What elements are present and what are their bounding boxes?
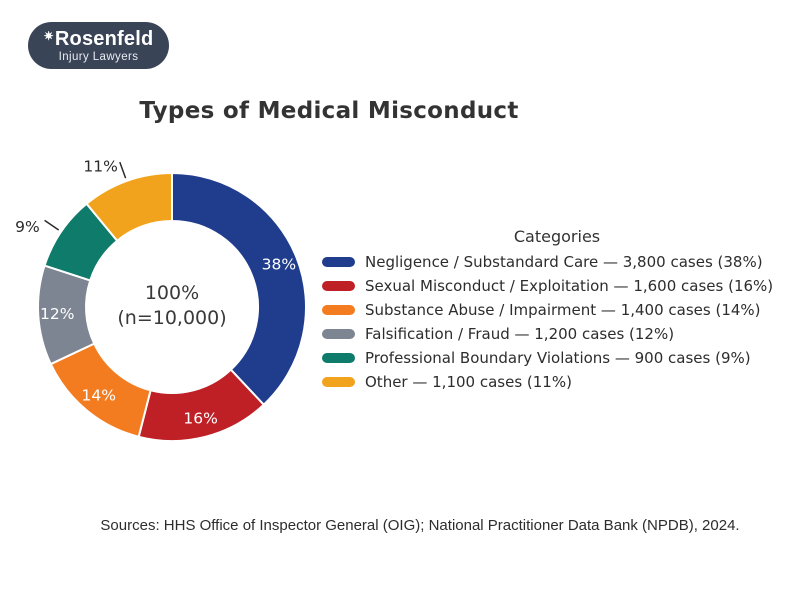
label-leader-line — [119, 161, 127, 179]
legend-item-label: Falsification / Fraud — 1,200 cases (12%… — [365, 325, 675, 343]
chart-title: Types of Medical Misconduct — [139, 98, 519, 124]
label-leader-line — [44, 219, 60, 231]
legend-swatch — [322, 377, 355, 387]
legend-item: Negligence / Substandard Care — 3,800 ca… — [322, 250, 792, 274]
legend-item-label: Other — 1,100 cases (11%) — [365, 373, 572, 391]
legend-item-label: Substance Abuse / Impairment — 1,400 cas… — [365, 301, 761, 319]
pie-slice — [171, 172, 307, 406]
legend-swatch — [322, 353, 355, 363]
legend-item: Substance Abuse / Impairment — 1,400 cas… — [322, 298, 792, 322]
legend: Categories Negligence / Substandard Care… — [322, 227, 792, 394]
center-total-percent: 100% — [144, 282, 200, 304]
source-note: Sources: HHS Office of Inspector General… — [100, 517, 740, 534]
legend-item-label: Sexual Misconduct / Exploitation — 1,600… — [365, 277, 774, 295]
slice-percent-label: 14% — [81, 387, 115, 405]
legend-swatch — [322, 305, 355, 315]
brand-logo: ✷Rosenfeld Injury Lawyers — [28, 22, 169, 69]
logo-star-icon: ✷ — [43, 29, 54, 43]
logo-brand-line: ✷Rosenfeld — [28, 29, 169, 51]
slice-percent-label: 11% — [83, 158, 117, 176]
legend-item-label: Professional Boundary Violations — 900 c… — [365, 349, 751, 367]
slice-percent-label: 38% — [262, 256, 296, 274]
legend-item-label: Negligence / Substandard Care — 3,800 ca… — [365, 253, 763, 271]
legend-items: Negligence / Substandard Care — 3,800 ca… — [322, 250, 792, 394]
logo-tagline: Injury Lawyers — [58, 51, 139, 63]
center-sample-size: (n=10,000) — [117, 307, 227, 329]
legend-item: Sexual Misconduct / Exploitation — 1,600… — [322, 274, 792, 298]
legend-swatch — [322, 281, 355, 291]
donut-center-label: 100% (n=10,000) — [72, 281, 272, 331]
legend-swatch — [322, 329, 355, 339]
slice-percent-label: 16% — [183, 409, 217, 427]
logo-brand-text: Rosenfeld — [54, 28, 154, 50]
slice-percent-label: 9% — [15, 218, 40, 236]
legend-swatch — [322, 257, 355, 267]
legend-title: Categories — [513, 227, 601, 246]
legend-item: Other — 1,100 cases (11%) — [322, 370, 792, 394]
slice-percent-label: 12% — [40, 305, 74, 323]
legend-item: Professional Boundary Violations — 900 c… — [322, 346, 792, 370]
legend-item: Falsification / Fraud — 1,200 cases (12%… — [322, 322, 792, 346]
pie-slice — [85, 172, 173, 242]
